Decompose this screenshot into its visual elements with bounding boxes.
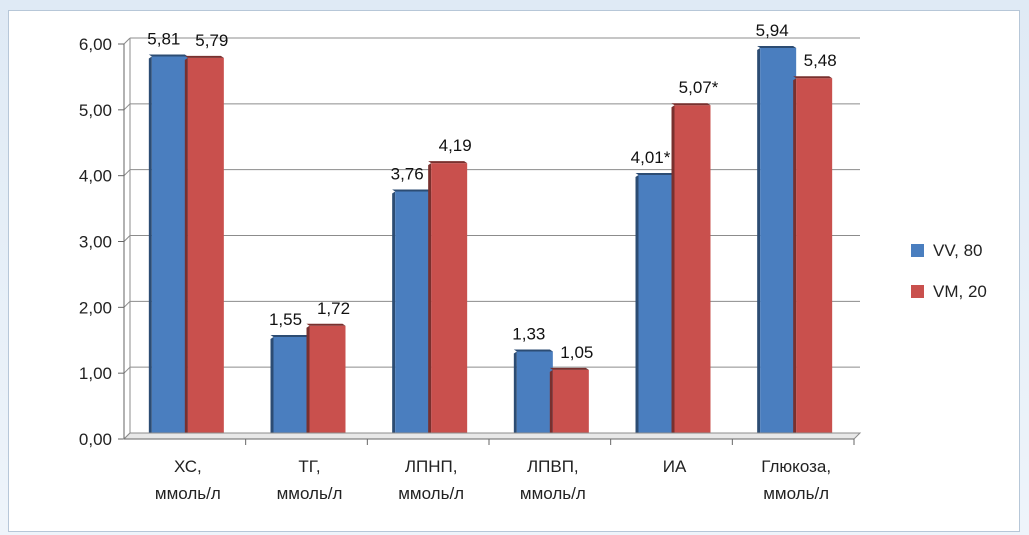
data-label: 5,81 bbox=[147, 30, 180, 49]
bar-top bbox=[513, 349, 553, 352]
bar bbox=[516, 351, 553, 439]
y-tick-label: 3,00 bbox=[79, 233, 112, 252]
bar-top bbox=[270, 334, 310, 337]
y-tick-label: 2,00 bbox=[79, 298, 112, 317]
x-category-label: ммоль/л bbox=[763, 484, 829, 503]
bars-layer bbox=[148, 45, 833, 440]
bar-top bbox=[793, 76, 833, 79]
gridline-side bbox=[123, 300, 131, 308]
legend-label: VM, 20 bbox=[933, 282, 987, 301]
x-category-label: ммоль/л bbox=[155, 484, 221, 503]
x-category-label: ИА bbox=[663, 457, 687, 476]
data-label: 1,55 bbox=[269, 310, 302, 329]
y-tick-label: 6,00 bbox=[79, 35, 112, 54]
bar bbox=[395, 191, 432, 439]
y-tick-label: 0,00 bbox=[79, 430, 112, 449]
data-label: 3,76 bbox=[391, 164, 424, 183]
x-category-label: ммоль/л bbox=[520, 484, 586, 503]
x-axis: ХС, ммоль/л ТГ, ммоль/л ЛПНП, ммоль/л ЛПВП, ммо… bbox=[122, 432, 862, 503]
legend: VV, 80 VM, 20 bbox=[911, 241, 987, 301]
gridline-side bbox=[123, 169, 131, 177]
x-category-label: ммоль/л bbox=[277, 484, 343, 503]
bar-top bbox=[184, 55, 224, 58]
bar bbox=[760, 47, 797, 439]
data-label: 1,72 bbox=[317, 299, 350, 318]
bar-side bbox=[757, 47, 761, 439]
bar-top bbox=[428, 161, 468, 164]
bar bbox=[552, 369, 589, 439]
bar-top bbox=[635, 173, 675, 176]
bar-top bbox=[392, 189, 432, 192]
bar bbox=[638, 175, 675, 439]
chart-svg: 0,00 1,00 2,00 3,00 4,00 5,00 6,00 5,81 5,79 1,5… bbox=[79, 21, 987, 503]
x-category-label: Глюкоза, bbox=[761, 457, 831, 476]
bar-side bbox=[270, 336, 274, 439]
gridline-side bbox=[123, 103, 131, 111]
bar-side bbox=[513, 351, 517, 439]
bar-top bbox=[757, 45, 797, 48]
x-category-label: ммоль/л bbox=[398, 484, 464, 503]
legend-swatch bbox=[911, 244, 924, 257]
x-category-label: ХС, bbox=[174, 457, 202, 476]
gridline-side bbox=[123, 37, 131, 45]
bar-side bbox=[635, 175, 639, 439]
chart-floor bbox=[122, 432, 862, 440]
gridline-side bbox=[123, 235, 131, 242]
data-label: 5,94 bbox=[756, 21, 789, 40]
data-label: 5,48 bbox=[804, 51, 837, 70]
data-label: 5,07* bbox=[679, 78, 719, 97]
bar bbox=[151, 56, 188, 440]
bar-top bbox=[306, 323, 346, 326]
y-tick-label: 1,00 bbox=[79, 364, 112, 383]
chart-frame: 0,00 1,00 2,00 3,00 4,00 5,00 6,00 5,81 5,79 1,5… bbox=[8, 10, 1020, 532]
gridline-side bbox=[123, 366, 131, 374]
legend-swatch bbox=[911, 285, 924, 298]
bar-top bbox=[671, 103, 711, 106]
x-category-label: ТГ, bbox=[298, 457, 320, 476]
grid-layer bbox=[123, 37, 860, 440]
legend-label: VV, 80 bbox=[933, 241, 982, 260]
data-label: 4,19 bbox=[439, 136, 472, 155]
bar-side bbox=[671, 105, 675, 439]
bar-side bbox=[392, 191, 396, 439]
x-category-label: ЛПВП, bbox=[527, 457, 579, 476]
bar-side bbox=[793, 78, 797, 439]
bar-side bbox=[306, 325, 310, 439]
bar bbox=[273, 336, 310, 439]
data-label: 5,79 bbox=[195, 31, 228, 50]
bar bbox=[674, 105, 711, 439]
data-labels-layer: 5,81 5,79 1,55 1,72 3,76 4,19 1,33 1,05 4,01* 5,0… bbox=[147, 21, 836, 362]
bar-side bbox=[428, 163, 432, 440]
bar-side bbox=[549, 369, 553, 439]
data-label: 1,05 bbox=[560, 343, 593, 362]
x-category-label: ЛПНП, bbox=[405, 457, 458, 476]
bar bbox=[309, 325, 346, 439]
data-label: 1,33 bbox=[512, 324, 545, 343]
bar-top bbox=[549, 367, 589, 370]
bar-top bbox=[148, 54, 188, 57]
bar-side bbox=[148, 56, 152, 440]
bar bbox=[431, 163, 468, 440]
y-tick-label: 4,00 bbox=[79, 167, 112, 186]
y-axis: 0,00 1,00 2,00 3,00 4,00 5,00 6,00 bbox=[79, 35, 131, 449]
data-label: 4,01* bbox=[631, 148, 671, 167]
bar-side bbox=[184, 57, 188, 439]
bar bbox=[796, 78, 833, 439]
y-tick-label: 5,00 bbox=[79, 101, 112, 120]
bar bbox=[187, 57, 224, 439]
